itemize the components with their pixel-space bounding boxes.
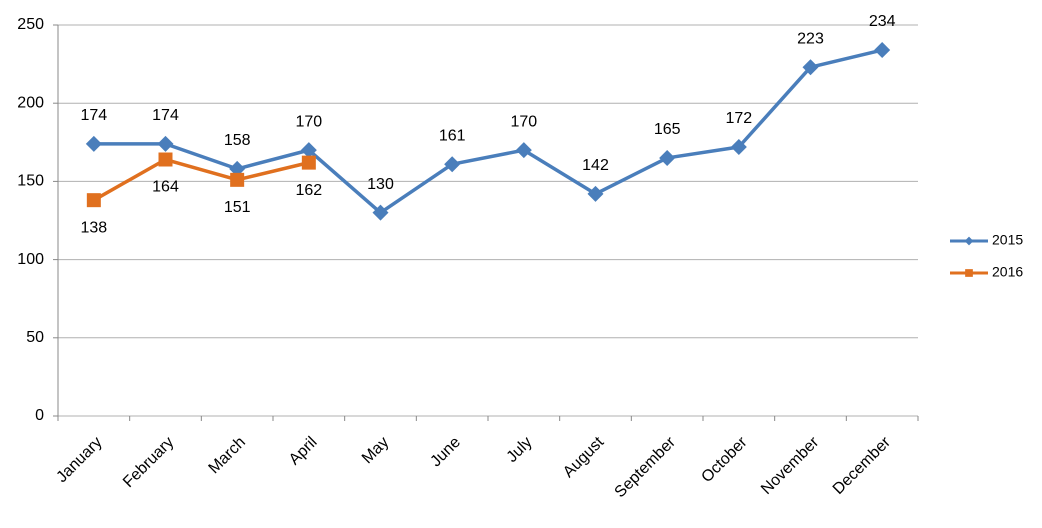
data-point — [157, 135, 174, 152]
data-label: 151 — [224, 199, 251, 216]
data-point — [300, 142, 317, 159]
data-label: 142 — [582, 157, 609, 174]
series-line — [92, 157, 310, 202]
legend-text: 2015 — [992, 232, 1023, 248]
data-label: 223 — [797, 30, 824, 47]
data-point — [372, 204, 389, 221]
x-tick-label: September — [612, 433, 680, 501]
data-label: 174 — [152, 107, 179, 124]
x-tick-label: March — [206, 434, 249, 477]
data-point — [85, 135, 102, 152]
data-label: 162 — [295, 182, 322, 199]
data-label: 164 — [152, 179, 179, 196]
data-label: 234 — [869, 13, 896, 30]
y-tick-label: 150 — [17, 173, 44, 190]
series-line — [93, 48, 883, 215]
x-tick-label: January — [53, 434, 105, 486]
y-tick-label: 0 — [35, 407, 44, 424]
y-tick-label: 50 — [26, 329, 44, 346]
data-label: 174 — [80, 107, 107, 124]
x-tick-label: November — [758, 433, 823, 498]
y-tick-label: 250 — [17, 16, 44, 33]
data-label: 172 — [725, 110, 752, 127]
legend-text: 2016 — [992, 264, 1023, 280]
data-point — [230, 172, 245, 187]
data-point — [515, 142, 532, 159]
x-tick-label: July — [504, 434, 536, 466]
data-label: 170 — [295, 113, 322, 130]
legend-marker — [965, 269, 973, 277]
y-tick-label: 200 — [17, 94, 44, 111]
data-point — [301, 155, 316, 170]
data-point — [158, 152, 173, 167]
x-tick-label: August — [560, 433, 608, 481]
y-tick-label: 100 — [17, 251, 44, 268]
x-tick-label: June — [427, 434, 464, 471]
data-point — [874, 42, 891, 59]
data-label: 138 — [80, 219, 107, 236]
data-label: 161 — [439, 127, 466, 144]
data-label: 158 — [224, 132, 251, 149]
data-label: 170 — [510, 113, 537, 130]
x-tick-label: December — [830, 433, 895, 498]
data-point — [659, 149, 676, 166]
legend-marker — [964, 236, 974, 246]
data-point — [86, 193, 101, 208]
data-point — [802, 59, 819, 76]
data-label: 165 — [654, 121, 681, 138]
x-tick-label: April — [286, 434, 321, 469]
data-point — [444, 156, 461, 173]
data-label: 130 — [367, 176, 394, 193]
data-point — [587, 185, 604, 202]
x-tick-label: May — [359, 434, 392, 467]
x-tick-label: February — [120, 434, 177, 491]
data-point — [730, 138, 747, 155]
x-tick-label: October — [698, 433, 751, 486]
